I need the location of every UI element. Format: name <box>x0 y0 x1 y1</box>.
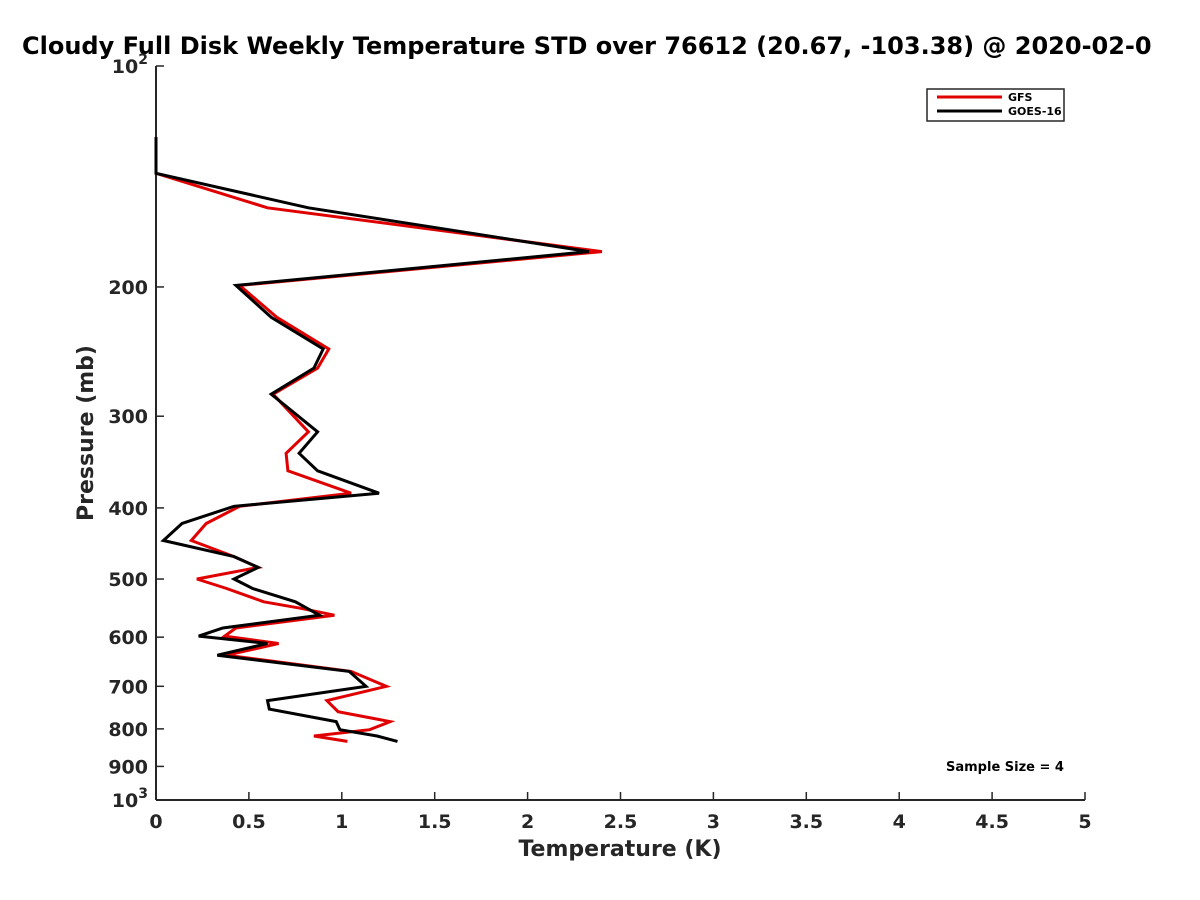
y-tick-label: 103 <box>112 786 148 812</box>
legend-box <box>926 88 1065 122</box>
y-tick-base: 400 <box>108 498 148 520</box>
x-tick-label: 0.5 <box>232 811 266 833</box>
x-tick-label: 1.5 <box>418 811 452 833</box>
y-tick-label: 102 <box>112 52 148 78</box>
y-tick-base: 10 <box>112 790 138 812</box>
y-axis-label: Pressure (mb) <box>74 345 99 521</box>
series-lines <box>154 137 603 743</box>
y-tick-label: 500 <box>108 569 148 591</box>
x-tick-label: 2.5 <box>604 811 638 833</box>
x-tick-label: 2 <box>521 811 534 833</box>
plot-axes <box>155 66 1085 801</box>
x-ticks: 0 0.5 1 1.5 2 2.5 3 3.5 4 4.5 5 <box>149 792 1092 833</box>
x-tick-label: 3 <box>707 811 720 833</box>
series-line-goes-16 <box>154 137 590 743</box>
y-tick-exponent: 2 <box>138 52 148 68</box>
y-tick-base: 200 <box>108 277 148 299</box>
x-tick-label: 3.5 <box>789 811 823 833</box>
chart-title: Cloudy Full Disk Weekly Temperature STD … <box>22 32 1152 60</box>
y-tick-label: 600 <box>108 627 148 649</box>
legend-label: GOES-16 <box>1008 105 1062 118</box>
legend-label: GFS <box>1008 91 1033 104</box>
y-tick-base: 500 <box>108 569 148 591</box>
y-tick-base: 300 <box>108 406 148 428</box>
y-tick-base: 700 <box>108 676 148 698</box>
y-tick-base: 900 <box>108 756 148 778</box>
y-tick-label: 700 <box>108 676 148 698</box>
x-tick-label: 0 <box>149 811 162 833</box>
y-tick-label: 900 <box>108 756 148 778</box>
y-tick-label: 300 <box>108 406 148 428</box>
y-tick-label: 200 <box>108 277 148 299</box>
y-tick-base: 10 <box>112 56 138 78</box>
x-axis-label: Temperature (K) <box>518 837 721 862</box>
x-tick-label: 4 <box>893 811 906 833</box>
y-tick-exponent: 3 <box>138 786 148 802</box>
x-tick-label: 4.5 <box>975 811 1009 833</box>
y-tick-label: 400 <box>108 498 148 520</box>
x-tick-label: 5 <box>1078 811 1091 833</box>
y-tick-base: 800 <box>108 719 148 741</box>
x-tick-label: 1 <box>335 811 348 833</box>
y-tick-base: 600 <box>108 627 148 649</box>
y-tick-label: 800 <box>108 719 148 741</box>
sample-size-annotation: Sample Size = 4 <box>946 760 1064 775</box>
series-line-gfs <box>154 137 603 743</box>
